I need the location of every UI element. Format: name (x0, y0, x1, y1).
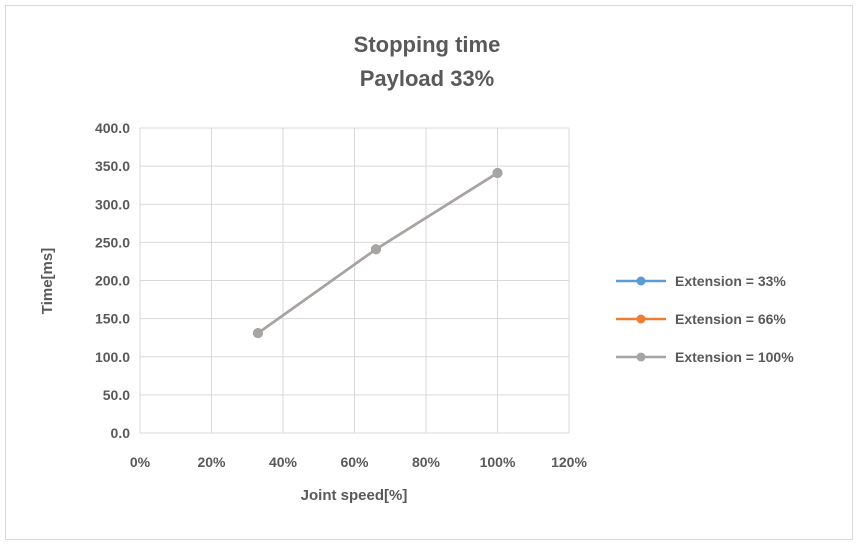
x-tick-label: 0% (130, 454, 151, 470)
legend-label: Extension = 66% (675, 311, 786, 327)
y-axis-label: Time[ms] (39, 248, 56, 314)
data-point (370, 244, 381, 255)
x-axis-label: Joint speed[%] (301, 487, 408, 504)
chart-title-line-1: Stopping time (354, 32, 501, 57)
y-tick-label: 0.0 (111, 425, 131, 441)
x-tick-label: 80% (412, 454, 441, 470)
legend-label: Extension = 33% (675, 273, 786, 289)
y-tick-label: 350.0 (95, 158, 130, 174)
x-tick-label: 60% (340, 454, 369, 470)
y-tick-label: 200.0 (95, 273, 130, 289)
data-point (492, 167, 503, 178)
x-tick-label: 40% (269, 454, 298, 470)
y-tick-label: 50.0 (103, 387, 130, 403)
y-tick-label: 150.0 (95, 311, 130, 327)
data-point (252, 328, 263, 339)
legend-marker (636, 276, 646, 286)
x-tick-label: 120% (551, 454, 587, 470)
y-tick-label: 100.0 (95, 349, 130, 365)
legend-marker (636, 352, 646, 362)
chart-title-line-2: Payload 33% (360, 66, 495, 91)
y-tick-label: 250.0 (95, 234, 130, 250)
x-tick-label: 20% (197, 454, 226, 470)
legend-marker (636, 314, 646, 324)
y-tick-label: 400.0 (95, 120, 130, 136)
x-tick-label: 100% (480, 454, 516, 470)
y-tick-label: 300.0 (95, 196, 130, 212)
chart-frame (5, 5, 853, 540)
legend-label: Extension = 100% (675, 349, 794, 365)
